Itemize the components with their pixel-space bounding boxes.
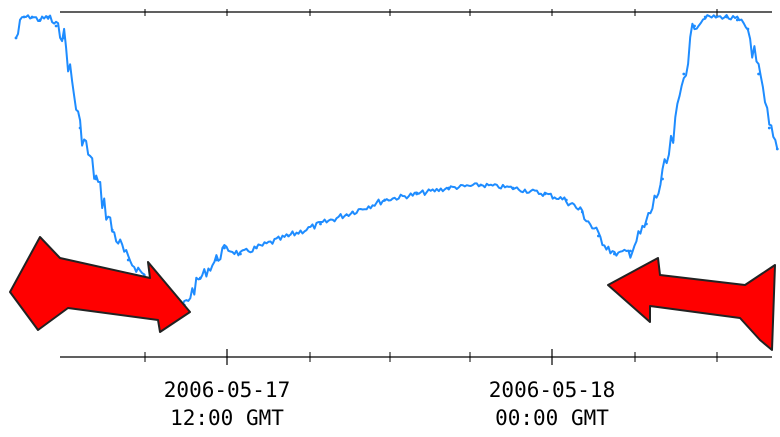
data-point [287, 234, 290, 238]
data-point [54, 24, 58, 28]
data-point [14, 36, 18, 40]
data-point [693, 24, 696, 28]
left-red-arrow-annotation [9, 236, 191, 333]
data-point [62, 36, 66, 40]
data-point [661, 177, 664, 181]
right-red-arrow-annotation [607, 257, 776, 351]
data-point [671, 138, 675, 142]
data-point [725, 15, 728, 19]
data-point [22, 15, 26, 19]
x-tick-label-date: 2006-05-17 [164, 378, 290, 402]
data-point [511, 186, 515, 190]
data-point [78, 126, 82, 130]
data-point [351, 210, 354, 214]
bottom-axis [60, 349, 772, 365]
data-point [383, 198, 387, 202]
data-point [126, 258, 130, 262]
data-point [735, 18, 739, 22]
data-point [746, 27, 750, 31]
data-point [255, 246, 258, 250]
data-point [580, 210, 584, 214]
data-point [198, 276, 202, 280]
data-point [703, 15, 707, 19]
data-point [30, 15, 34, 19]
data-point [223, 246, 226, 250]
data-point [479, 183, 483, 187]
data-point [613, 252, 616, 256]
data-point [38, 18, 42, 22]
data-point [597, 234, 600, 238]
top-axis [60, 9, 772, 16]
data-point [215, 258, 218, 262]
data-point [629, 249, 632, 253]
x-tick-labels: 2006-05-17 12:00 GMT 2006-05-18 00:00 GM… [164, 378, 615, 430]
red-arrow-icon [9, 236, 191, 333]
data-point [110, 228, 114, 232]
x-tick-label-date: 2006-05-18 [489, 378, 615, 402]
data-point [319, 222, 322, 226]
data-point [564, 198, 568, 202]
data-point [645, 222, 648, 226]
data-point [94, 177, 98, 181]
data-point [415, 192, 419, 196]
red-arrow-icon [607, 257, 776, 351]
series-layer [14, 14, 779, 313]
series-line [15, 14, 779, 313]
data-point [682, 72, 686, 76]
data-point [714, 15, 718, 19]
data-point [543, 192, 547, 196]
data-point [239, 252, 242, 256]
data-point [757, 72, 760, 76]
x-tick-label-time: 00:00 GMT [495, 406, 609, 430]
data-point [775, 147, 779, 151]
data-point [767, 126, 771, 130]
x-tick-label-time: 12:00 GMT [170, 406, 284, 430]
data-point [447, 186, 451, 190]
data-point [46, 15, 50, 19]
